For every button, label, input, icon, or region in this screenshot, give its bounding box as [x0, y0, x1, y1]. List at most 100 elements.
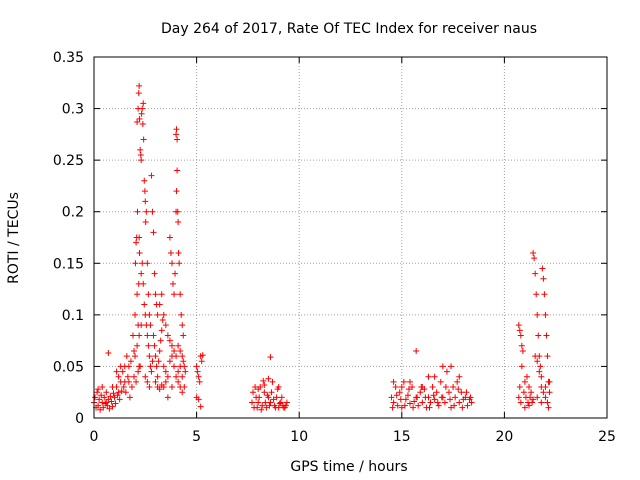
data-point — [396, 389, 403, 396]
data-point — [452, 394, 459, 401]
data-point — [182, 368, 189, 375]
data-point — [164, 373, 171, 380]
data-point — [263, 404, 270, 411]
data-point — [171, 363, 178, 370]
data-point — [266, 402, 273, 409]
data-point — [195, 373, 202, 380]
data-point — [283, 399, 290, 406]
data-point — [177, 291, 184, 298]
data-point — [115, 373, 122, 380]
data-point — [405, 386, 412, 393]
data-point — [108, 398, 115, 405]
data-point — [542, 311, 549, 318]
data-point — [152, 291, 159, 298]
data-point — [103, 389, 110, 396]
data-point — [456, 373, 463, 380]
data-point — [145, 342, 152, 349]
data-point — [175, 249, 182, 256]
data-point — [156, 301, 163, 308]
data-point — [140, 280, 147, 287]
data-point — [534, 394, 541, 401]
data-point — [168, 384, 175, 391]
data-point — [148, 172, 155, 179]
data-point — [179, 373, 186, 380]
y-tick-label: 0.3 — [62, 102, 84, 118]
data-point — [162, 322, 169, 329]
data-point — [527, 394, 534, 401]
data-point — [95, 386, 102, 393]
data-point — [539, 265, 546, 272]
data-point — [158, 291, 165, 298]
data-point — [521, 378, 528, 385]
y-tick-label: 0.2 — [62, 205, 84, 221]
data-point — [137, 363, 144, 370]
data-point — [394, 402, 401, 409]
data-point — [97, 406, 104, 413]
data-point — [173, 131, 180, 138]
data-point — [134, 118, 141, 125]
data-point — [131, 347, 138, 354]
y-tick-label: 0.35 — [53, 50, 84, 66]
data-point — [254, 404, 261, 411]
data-point — [120, 384, 127, 391]
data-point — [95, 402, 102, 409]
data-point — [542, 394, 549, 401]
data-point — [92, 394, 99, 401]
data-point — [142, 198, 149, 205]
data-point — [454, 378, 461, 385]
data-point — [537, 363, 544, 370]
data-point — [136, 249, 143, 256]
data-point — [519, 347, 526, 354]
data-point — [409, 384, 416, 391]
data-point — [141, 301, 148, 308]
data-point — [153, 363, 160, 370]
data-point — [98, 392, 105, 399]
data-point — [195, 396, 202, 403]
data-point — [176, 260, 183, 267]
data-point — [166, 234, 173, 241]
data-point — [388, 394, 395, 401]
data-point — [105, 350, 112, 357]
data-point — [181, 363, 188, 370]
data-point — [121, 378, 128, 385]
data-point — [531, 255, 538, 262]
data-point — [515, 322, 522, 329]
data-point — [256, 394, 263, 401]
data-point — [157, 337, 164, 344]
data-point — [517, 399, 524, 406]
data-point — [111, 394, 118, 401]
data-point — [114, 392, 121, 399]
data-point — [152, 353, 159, 360]
x-tick-label: 25 — [598, 429, 616, 445]
data-point — [516, 384, 523, 391]
data-point — [515, 394, 522, 401]
data-point — [535, 332, 542, 339]
data-point — [135, 90, 142, 97]
axis-ticks: 0 5 10 15 20 25 0 0.05 0.1 0.15 0.2 0.25 0.3 0.35 — [53, 50, 616, 445]
data-point — [178, 311, 185, 318]
data-point — [136, 115, 143, 122]
data-point — [152, 378, 159, 385]
y-axis-label: ROTI / TECUs — [6, 192, 22, 284]
data-point — [125, 363, 132, 370]
data-point — [132, 260, 139, 267]
data-point — [415, 402, 422, 409]
data-point — [167, 249, 174, 256]
data-point — [443, 368, 450, 375]
data-point — [198, 358, 205, 365]
data-point — [389, 404, 396, 411]
data-point — [131, 373, 138, 380]
data-point — [142, 219, 149, 226]
data-point — [413, 347, 420, 354]
data-point — [249, 399, 256, 406]
data-point — [122, 389, 129, 396]
data-point — [468, 399, 475, 406]
data-point — [390, 399, 397, 406]
data-point — [140, 136, 147, 143]
data-point — [538, 373, 545, 380]
data-point — [147, 322, 154, 329]
data-point — [427, 399, 434, 406]
data-point — [150, 332, 157, 339]
data-point — [160, 363, 167, 370]
data-point — [456, 399, 463, 406]
